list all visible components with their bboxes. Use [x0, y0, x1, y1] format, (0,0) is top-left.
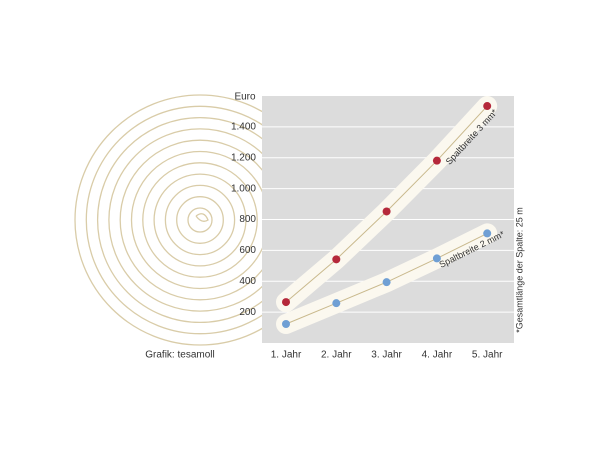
y-tick-label: 800	[239, 214, 256, 225]
x-tick-label: 5. Jahr	[472, 350, 503, 361]
y-tick-label: 1.200	[231, 152, 256, 163]
data-point	[382, 207, 391, 216]
y-tick-label: 1.000	[231, 183, 256, 194]
x-tick-label: 2. Jahr	[321, 350, 352, 361]
data-point	[382, 278, 391, 287]
y-tick-label: 200	[239, 307, 256, 318]
data-point	[282, 298, 290, 307]
data-point	[332, 255, 341, 264]
data-point	[432, 254, 441, 263]
x-tick-label: 4. Jahr	[422, 350, 453, 361]
data-point	[483, 229, 492, 238]
spiral-ring	[187, 207, 213, 233]
y-tick-label: 600	[239, 245, 256, 256]
data-point	[483, 102, 492, 111]
data-point	[432, 156, 441, 165]
credit: Grafik: tesamoll	[145, 350, 214, 361]
data-point	[282, 320, 290, 329]
y-axis-label: Euro	[234, 92, 256, 103]
spiral-center	[195, 213, 209, 222]
spiral-ring	[176, 196, 224, 244]
spiral-ring	[153, 173, 247, 267]
spiral-ring	[142, 162, 258, 278]
y-tick-label: 1.400	[231, 122, 256, 133]
footnote: *Gesamtlänge der Spalte: 25 m	[514, 207, 524, 333]
data-point	[332, 299, 341, 308]
spiral-ring	[164, 184, 236, 256]
x-tick-label: 3. Jahr	[371, 350, 402, 361]
x-tick-label: 1. Jahr	[271, 350, 302, 361]
y-tick-label: 400	[239, 276, 256, 287]
